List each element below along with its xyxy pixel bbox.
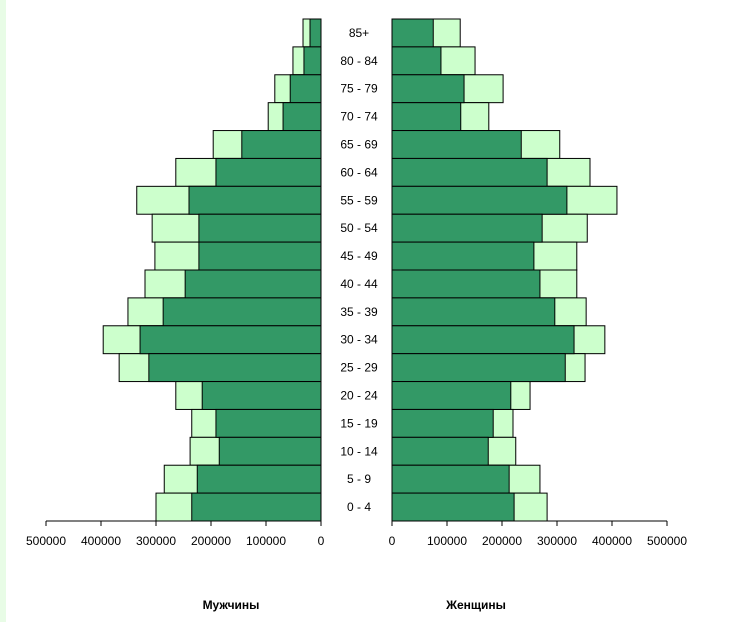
age-group-label: 45 - 49 — [340, 249, 378, 263]
male-part-bar — [139, 325, 322, 355]
female-part-bar — [391, 464, 510, 494]
male-part-bar — [282, 102, 322, 132]
x-tick-label: 500000 — [647, 534, 687, 548]
male-part-bar — [303, 46, 322, 76]
male-part-bar — [289, 74, 322, 104]
panel-title: Женщины — [445, 598, 506, 612]
age-group-label: 25 - 29 — [340, 361, 378, 375]
age-group-label: 85+ — [349, 26, 369, 40]
female-part-bar — [391, 157, 548, 187]
male-part-bar — [215, 408, 322, 438]
female-part-bar — [391, 213, 543, 243]
x-tick-label: 100000 — [246, 534, 286, 548]
female-part-bar — [391, 408, 494, 438]
female-part-bar — [391, 241, 535, 271]
age-group-label: 55 - 59 — [340, 193, 378, 207]
x-tick-label: 0 — [318, 534, 325, 548]
male-part-bar — [215, 157, 322, 187]
age-group-label: 10 - 14 — [340, 444, 378, 458]
female-part-bar — [391, 297, 556, 327]
male-part-bar — [188, 185, 322, 215]
female-part-bar — [391, 381, 512, 410]
age-group-label: 20 - 24 — [340, 389, 378, 403]
age-group-label: 60 - 64 — [340, 165, 378, 179]
left-page-edge — [0, 0, 6, 622]
male-part-bar — [309, 18, 322, 48]
female-part-bar — [391, 436, 489, 466]
age-group-label: 50 - 54 — [340, 221, 378, 235]
age-group-label: 15 - 19 — [340, 416, 378, 430]
age-group-label: 40 - 44 — [340, 277, 378, 291]
female-part-bar — [391, 185, 568, 215]
male-part-bar — [148, 353, 322, 383]
x-tick-label: 300000 — [537, 534, 577, 548]
male-part-bar — [196, 464, 322, 494]
x-tick-label: 200000 — [191, 534, 231, 548]
x-tick-label: 500000 — [26, 534, 66, 548]
age-group-label: 75 - 79 — [340, 82, 378, 96]
male-part-bar — [162, 297, 322, 327]
male-part-bar — [184, 269, 322, 299]
male-part-bar — [201, 381, 322, 410]
female-part-bar — [391, 353, 566, 383]
age-group-label: 30 - 34 — [340, 333, 378, 347]
male-part-bar — [198, 241, 322, 271]
female-part-bar — [391, 74, 465, 104]
x-tick-label: 400000 — [81, 534, 121, 548]
x-tick-label: 300000 — [136, 534, 176, 548]
age-group-label: 80 - 84 — [340, 54, 378, 68]
x-tick-label: 400000 — [592, 534, 632, 548]
female-part-bar — [391, 492, 515, 522]
male-part-bar — [218, 436, 322, 466]
age-group-label: 35 - 39 — [340, 305, 378, 319]
panel-title: Мужчины — [203, 598, 260, 612]
female-part-bar — [391, 102, 462, 132]
x-tick-label: 0 — [389, 534, 396, 548]
age-group-label: 70 - 74 — [340, 110, 378, 124]
x-tick-label: 200000 — [482, 534, 522, 548]
x-tick-label: 100000 — [427, 534, 467, 548]
male-part-bar — [191, 492, 322, 522]
male-part-bar — [241, 130, 322, 159]
age-group-label: 5 - 9 — [347, 472, 371, 486]
female-part-bar — [391, 46, 442, 76]
female-part-bar — [391, 269, 541, 299]
age-group-label: 65 - 69 — [340, 138, 378, 152]
male-part-bar — [198, 213, 322, 243]
female-part-bar — [391, 18, 434, 48]
female-part-bar — [391, 325, 575, 355]
female-part-bar — [391, 130, 522, 159]
age-group-label: 0 - 4 — [347, 500, 371, 514]
